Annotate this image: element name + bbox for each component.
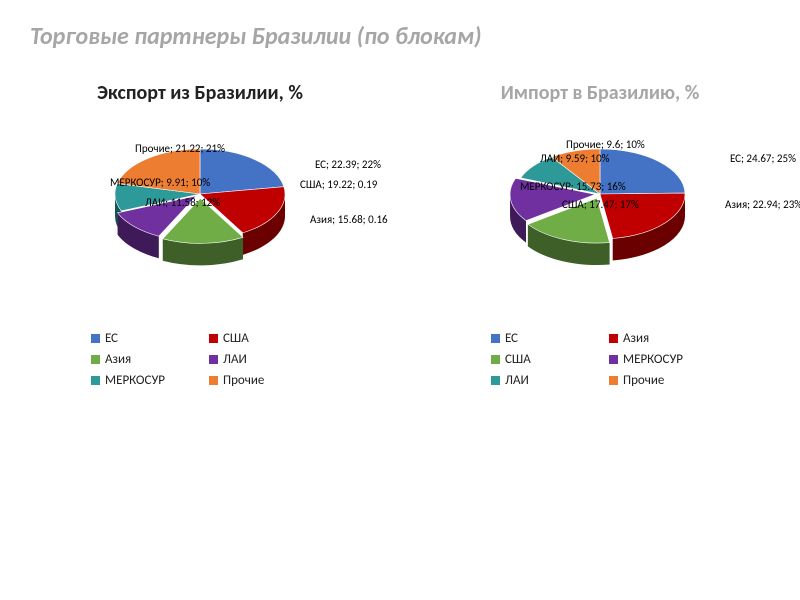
slice-label-ec: ЕС; 24.67; 25% bbox=[730, 153, 796, 165]
legend-swatch-usa bbox=[209, 334, 218, 343]
export-legend: ЕС США Азия ЛАИ МЕРКОСУР Прочие bbox=[70, 328, 330, 391]
slice-label-lai: ЛАИ; 9.59; 10% bbox=[540, 153, 610, 165]
legend-label-other: Прочие bbox=[223, 373, 264, 388]
slice-label-asia: Азия; 15.68; 0.16 bbox=[310, 214, 388, 226]
export-chart: Экспорт из Бразилии, % ЕС; 22.39; 22%США… bbox=[15, 81, 385, 391]
legend-label-asia: Азия bbox=[623, 331, 649, 346]
import-chart: Импорт в Бразилию, % ЕС; 24.67; 25%Азия;… bbox=[415, 81, 785, 391]
slice-label-other: Прочие; 9.6; 10% bbox=[566, 139, 645, 151]
legend-item-lai: ЛАИ bbox=[491, 373, 591, 388]
legend-swatch-other bbox=[609, 376, 618, 385]
legend-swatch-asia bbox=[91, 355, 100, 364]
slice-label-ec: ЕС; 22.39; 22% bbox=[315, 159, 381, 171]
slice-label-mercosur: МЕРКОСУР; 9.91; 10% bbox=[110, 177, 210, 189]
legend-swatch-mercosur bbox=[91, 376, 100, 385]
legend-swatch-lai bbox=[209, 355, 218, 364]
export-pie: ЕС; 22.39; 22%США; 19.22; 0.19Азия; 15.6… bbox=[85, 134, 315, 304]
legend-item-asia: Азия bbox=[91, 352, 191, 367]
legend-item-usa: США bbox=[491, 352, 591, 367]
legend-item-other: Прочие bbox=[209, 373, 309, 388]
legend-swatch-ec bbox=[91, 334, 100, 343]
legend-label-usa: США bbox=[223, 331, 249, 346]
legend-item-lai: ЛАИ bbox=[209, 352, 309, 367]
legend-label-lai: ЛАИ bbox=[505, 373, 529, 388]
import-pie: ЕС; 24.67; 25%Азия; 22.94; 23%США; 17.47… bbox=[485, 134, 715, 304]
legend-label-other: Прочие bbox=[623, 373, 664, 388]
legend-swatch-ec bbox=[491, 334, 500, 343]
slice-label-other: Прочие; 21.22; 21% bbox=[135, 143, 225, 155]
legend-label-mercosur: МЕРКОСУР bbox=[623, 352, 683, 367]
legend-item-usa: США bbox=[209, 331, 309, 346]
import-chart-title: Импорт в Бразилию, % bbox=[415, 81, 785, 106]
legend-label-lai: ЛАИ bbox=[223, 352, 247, 367]
import-legend: ЕС Азия США МЕРКОСУР ЛАИ Прочие bbox=[470, 328, 730, 391]
legend-label-mercosur: МЕРКОСУР bbox=[105, 373, 165, 388]
charts-row: Экспорт из Бразилии, % ЕС; 22.39; 22%США… bbox=[0, 81, 800, 391]
page-title: Торговые партнеры Бразилии (по блокам) bbox=[0, 0, 800, 51]
legend-item-ec: ЕС bbox=[91, 331, 191, 346]
slice-label-usa: США; 19.22; 0.19 bbox=[300, 179, 377, 191]
legend-swatch-asia bbox=[609, 334, 618, 343]
slice-label-mercosur: МЕРКОСУР; 15.73; 16% bbox=[520, 181, 626, 193]
legend-swatch-usa bbox=[491, 355, 500, 364]
legend-item-mercosur: МЕРКОСУР bbox=[609, 352, 709, 367]
legend-item-ec: ЕС bbox=[491, 331, 591, 346]
legend-item-asia: Азия bbox=[609, 331, 709, 346]
slice-label-asia: Азия; 22.94; 23% bbox=[725, 199, 800, 211]
legend-label-asia: Азия bbox=[105, 352, 131, 367]
legend-swatch-other bbox=[209, 376, 218, 385]
legend-item-mercosur: МЕРКОСУР bbox=[91, 373, 191, 388]
slice-label-lai: ЛАИ; 11.58; 12% bbox=[145, 197, 220, 209]
slice-label-usa: США; 17.47; 17% bbox=[562, 199, 639, 211]
legend-swatch-lai bbox=[491, 376, 500, 385]
export-chart-title: Экспорт из Бразилии, % bbox=[15, 81, 385, 106]
pie-slice-ec bbox=[200, 149, 284, 194]
legend-label-ec: ЕС bbox=[505, 331, 518, 346]
legend-item-other: Прочие bbox=[609, 373, 709, 388]
legend-swatch-mercosur bbox=[609, 355, 618, 364]
legend-label-usa: США bbox=[505, 352, 531, 367]
legend-label-ec: ЕС bbox=[105, 331, 118, 346]
